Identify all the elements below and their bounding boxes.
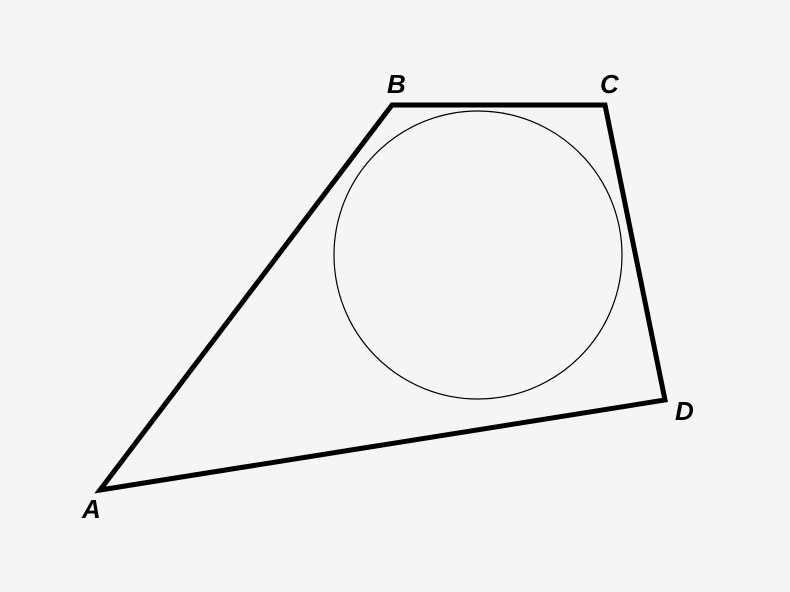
diagram-svg: A B C D <box>0 0 790 592</box>
vertex-label-b: B <box>387 69 406 99</box>
vertex-label-a: A <box>81 494 101 524</box>
vertex-label-d: D <box>675 396 694 426</box>
vertex-label-c: C <box>600 69 620 99</box>
geometry-diagram: A B C D <box>0 0 790 592</box>
